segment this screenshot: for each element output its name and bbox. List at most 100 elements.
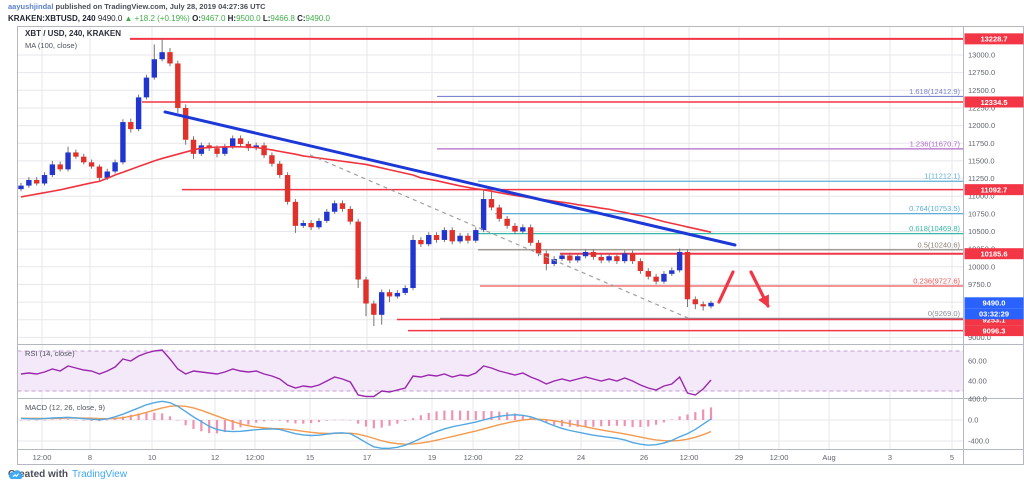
- price-tick-label: 11500.0: [968, 156, 995, 165]
- candle-body: [606, 256, 612, 261]
- macd-histogram-bar: [231, 420, 234, 430]
- macd-histogram-bar: [200, 420, 203, 432]
- macd-histogram-bar: [129, 414, 132, 420]
- candle-body: [363, 279, 369, 304]
- macd-histogram-bar: [192, 420, 195, 429]
- candle-body: [308, 223, 314, 228]
- price-tick-label: 12500.0: [968, 86, 995, 95]
- rsi-pane-legend: RSI (14, close): [25, 349, 75, 358]
- price-tick-label: 10750.0: [968, 209, 995, 218]
- macd-histogram-bar: [443, 410, 446, 420]
- candle-body: [175, 63, 181, 108]
- price-tick-label: 12250.0: [968, 103, 995, 112]
- candle-body: [378, 292, 385, 315]
- candle-body: [120, 122, 126, 163]
- candle-body: [41, 175, 48, 184]
- macd-histogram-bar: [341, 419, 344, 421]
- candle-body: [575, 256, 581, 261]
- candle-body: [567, 255, 573, 261]
- candle-body: [261, 145, 267, 156]
- macd-histogram-bar: [286, 420, 289, 423]
- byline: aayushjindal published on TradingView.co…: [8, 2, 330, 12]
- candle-body: [637, 261, 644, 272]
- high-value: 9500.0: [236, 14, 261, 23]
- candle-body: [433, 235, 440, 240]
- time-tick-label: 8: [88, 453, 92, 462]
- price-change: +18.2 (+0.19%): [134, 14, 190, 23]
- candle-body: [73, 152, 79, 157]
- macd-histogram-bar: [592, 420, 595, 427]
- candle-body: [629, 253, 636, 262]
- time-tick-label: 12:00: [33, 453, 52, 462]
- macd-tick-label: -400.0: [968, 437, 989, 446]
- macd-histogram-bar: [709, 407, 713, 420]
- fib-level-label: 0.5(10240.6): [917, 240, 960, 249]
- fib-level-label: 0.236(9727.6): [913, 277, 960, 286]
- macd-histogram-bar: [302, 420, 305, 424]
- candle-body: [331, 203, 338, 212]
- candle-body: [347, 208, 354, 222]
- candle-body: [394, 292, 401, 297]
- time-tick-label: 3: [888, 453, 892, 462]
- symbol-name: KRAKEN:XBTUSD, 240: [8, 14, 96, 23]
- candle-body: [112, 162, 118, 172]
- macd-histogram-bar: [333, 419, 336, 421]
- candle-body: [190, 139, 197, 154]
- chart-legend-ma: MA (100, close): [25, 41, 78, 50]
- macd-histogram-bar: [388, 420, 391, 426]
- close-label: C:: [297, 14, 306, 23]
- candle-body: [426, 235, 432, 245]
- candle-body: [182, 107, 189, 140]
- macd-histogram-bar: [90, 420, 93, 421]
- price-tick-label: 9750.0: [968, 280, 991, 289]
- macd-tick-label: 0.0: [968, 416, 978, 425]
- macd-histogram-bar: [247, 420, 250, 425]
- candle-body: [222, 146, 228, 154]
- time-tick-label: 12:00: [464, 453, 483, 462]
- macd-histogram-bar: [113, 418, 117, 420]
- ma-100-line: [20, 145, 712, 233]
- header: aayushjindal published on TradingView.co…: [8, 2, 330, 24]
- symbol-quote-line: KRAKEN:XBTUSD, 240 9490.0 ▲ +18.2 (+0.19…: [8, 14, 330, 24]
- candle-body: [692, 299, 699, 305]
- time-tick-label: 5: [950, 453, 954, 462]
- candle-body: [300, 223, 306, 226]
- time-tick-label: 24: [577, 453, 585, 462]
- time-tick-label: 15: [306, 453, 314, 462]
- macd-histogram-bar: [168, 416, 172, 420]
- price-tick-label: 9000.0: [968, 333, 991, 342]
- price-level-chip-text: 13228.7: [980, 35, 1007, 44]
- candle-body: [488, 199, 495, 208]
- candle-body: [559, 255, 565, 260]
- macd-histogram-bar: [74, 419, 77, 421]
- tradingview-link[interactable]: TradingView: [72, 469, 128, 480]
- macd-histogram-bar: [553, 420, 556, 425]
- candle-body: [622, 253, 628, 262]
- candle-body: [316, 220, 322, 228]
- candle-body: [355, 221, 361, 280]
- macd-histogram-bar: [349, 420, 352, 421]
- low-label: L:: [262, 14, 271, 23]
- author-link[interactable]: aayushjindal: [8, 2, 54, 11]
- candle-body: [457, 235, 463, 242]
- macd-histogram-bar: [255, 420, 258, 423]
- candle-body: [465, 235, 471, 241]
- candle-body: [527, 227, 534, 243]
- macd-histogram-bar: [325, 420, 328, 421]
- macd-histogram-bar: [623, 420, 626, 427]
- time-tick-label: 29: [735, 453, 743, 462]
- candle-body: [135, 97, 142, 130]
- time-tick-label: 17: [363, 453, 371, 462]
- macd-histogram-bar: [513, 413, 517, 420]
- macd-histogram-bar: [176, 420, 179, 421]
- annotation-arrow: [717, 270, 735, 304]
- macd-histogram-bar: [66, 419, 70, 420]
- price-tick-label: 11750.0: [968, 139, 995, 148]
- time-tick-label: 12:00: [770, 453, 789, 462]
- macd-histogram-bar: [404, 420, 407, 422]
- candle-body: [402, 287, 408, 293]
- macd-histogram-bar: [647, 420, 650, 427]
- candle-body: [598, 256, 604, 261]
